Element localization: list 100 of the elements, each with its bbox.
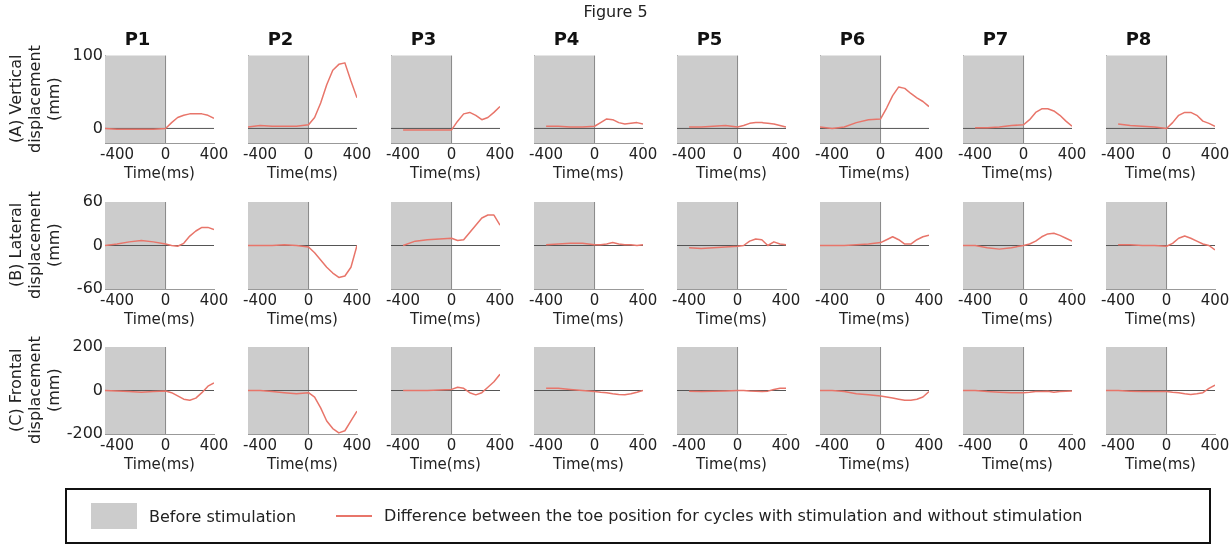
x-tick-label: -400 (386, 144, 421, 163)
x-axis-title: Time(ms) (981, 163, 1053, 182)
x-axis-title: Time(ms) (1124, 309, 1196, 328)
x-tick-label: 400 (485, 435, 515, 454)
x-tick-label: 0 (303, 144, 314, 163)
x-axis-title: Time(ms) (552, 309, 624, 328)
y-axis-title: (B) Lateral displacement (mm) (6, 190, 63, 301)
x-tick-label: 0 (446, 290, 457, 309)
y-axis-title: (A) Vertical displacement (mm) (6, 44, 63, 155)
x-tick-label: 400 (199, 144, 229, 163)
x-axis-title: Time(ms) (123, 454, 195, 473)
x-tick-label: -400 (672, 144, 707, 163)
x-tick-label: 400 (1057, 435, 1087, 454)
y-axis-title: (C) Frontal displacement (mm) (6, 335, 63, 446)
chart-title: P1 (124, 28, 151, 50)
x-tick-label: 400 (771, 435, 801, 454)
x-tick-label: 400 (1200, 290, 1230, 309)
x-axis-title: Time(ms) (838, 454, 910, 473)
x-tick-label: -400 (529, 144, 564, 163)
x-tick-label: 0 (303, 290, 314, 309)
x-tick-label: 0 (1161, 435, 1172, 454)
x-tick-label: 0 (1161, 144, 1172, 163)
y-tick-label: -60 (76, 278, 103, 298)
x-axis-title: Time(ms) (409, 454, 481, 473)
x-tick-label: 0 (160, 290, 171, 309)
x-tick-label: -400 (243, 144, 278, 163)
x-tick-label: -400 (958, 290, 993, 309)
x-axis-title: Time(ms) (695, 454, 767, 473)
x-tick-label: 400 (628, 435, 658, 454)
x-tick-label: -400 (815, 435, 850, 454)
x-axis-title: Time(ms) (552, 163, 624, 182)
x-tick-label: 400 (199, 435, 229, 454)
chart-title: P6 (839, 28, 866, 50)
x-axis-title: Time(ms) (552, 454, 624, 473)
x-axis-title: Time(ms) (981, 454, 1053, 473)
x-tick-label: 0 (446, 435, 457, 454)
x-tick-label: 0 (589, 290, 600, 309)
y-tick-label: 60 (82, 191, 103, 211)
x-tick-label: 0 (875, 290, 886, 309)
legend-label: Before stimulation (149, 506, 297, 526)
y-tick-label: 0 (92, 234, 103, 254)
x-tick-label: 0 (732, 435, 743, 454)
x-tick-label: 0 (875, 144, 886, 163)
x-tick-label: 400 (771, 290, 801, 309)
x-tick-label: 0 (446, 144, 457, 163)
x-tick-label: -400 (958, 435, 993, 454)
x-tick-label: -400 (1101, 144, 1136, 163)
x-tick-label: 400 (914, 144, 944, 163)
x-tick-label: 0 (589, 435, 600, 454)
x-axis-title: Time(ms) (266, 454, 338, 473)
x-tick-label: 0 (1161, 290, 1172, 309)
x-tick-label: -400 (243, 290, 278, 309)
x-tick-label: 400 (914, 290, 944, 309)
x-axis-title: Time(ms) (838, 309, 910, 328)
x-tick-label: 0 (732, 144, 743, 163)
x-tick-label: -400 (958, 144, 993, 163)
x-axis-title: Time(ms) (123, 309, 195, 328)
y-tick-label: 0 (92, 379, 103, 399)
x-axis-title: Time(ms) (695, 309, 767, 328)
x-axis-title: Time(ms) (981, 309, 1053, 328)
x-tick-label: 400 (485, 290, 515, 309)
x-tick-label: 400 (1057, 144, 1087, 163)
x-axis-title: Time(ms) (266, 163, 338, 182)
x-tick-label: 400 (628, 144, 658, 163)
x-tick-label: -400 (1101, 435, 1136, 454)
x-axis-title: Time(ms) (838, 163, 910, 182)
x-tick-label: 0 (875, 435, 886, 454)
x-tick-label: 0 (1018, 290, 1029, 309)
x-tick-label: 0 (160, 435, 171, 454)
chart-title: P5 (696, 28, 723, 50)
x-tick-label: 400 (1200, 144, 1230, 163)
x-tick-label: -400 (529, 435, 564, 454)
y-tick-label: 100 (72, 44, 103, 64)
x-tick-label: 0 (160, 144, 171, 163)
x-axis-title: Time(ms) (695, 163, 767, 182)
x-axis-title: Time(ms) (123, 163, 195, 182)
x-axis-title: Time(ms) (409, 163, 481, 182)
x-tick-label: 400 (342, 144, 372, 163)
x-tick-label: 0 (732, 290, 743, 309)
chart-title: P8 (1125, 28, 1152, 50)
x-tick-label: 400 (342, 435, 372, 454)
x-tick-label: -400 (243, 435, 278, 454)
x-tick-label: 400 (485, 144, 515, 163)
y-tick-label: 200 (72, 336, 103, 356)
chart-title: P4 (553, 28, 580, 50)
x-tick-label: 400 (1057, 290, 1087, 309)
x-tick-label: 400 (771, 144, 801, 163)
y-tick-label: 0 (92, 117, 103, 137)
x-axis-title: Time(ms) (1124, 454, 1196, 473)
legend-label: Difference between the toe position for cycles with stimulation and without stimulation (384, 505, 1084, 527)
x-tick-label: 400 (914, 435, 944, 454)
x-tick-label: 400 (342, 290, 372, 309)
x-tick-label: 0 (1018, 144, 1029, 163)
x-tick-label: -400 (529, 290, 564, 309)
x-tick-label: 400 (1200, 435, 1230, 454)
x-axis-title: Time(ms) (266, 309, 338, 328)
x-tick-label: 0 (589, 144, 600, 163)
x-tick-label: -400 (386, 290, 421, 309)
x-tick-label: 0 (1018, 435, 1029, 454)
x-axis-title: Time(ms) (1124, 163, 1196, 182)
